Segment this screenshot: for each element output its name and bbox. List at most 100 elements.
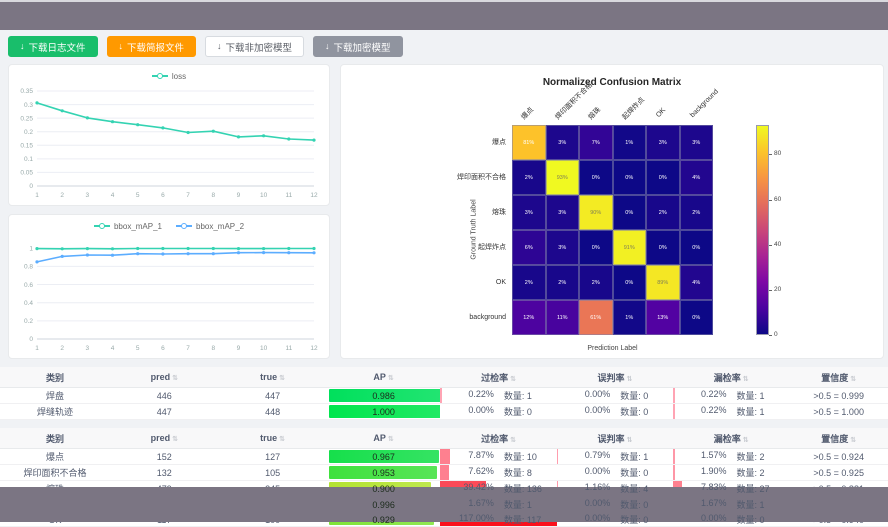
confidence-cell: >0.5 = 0.999 xyxy=(789,387,888,404)
loss-chart-legend[interactable]: loss xyxy=(10,67,328,85)
header-miss[interactable]: 漏检率 ⇅ xyxy=(673,428,790,449)
matrix-cell: 3% xyxy=(545,125,579,160)
matrix-cell: 89% xyxy=(646,265,680,300)
download-icon: ↓ xyxy=(20,41,25,51)
svg-text:0.2: 0.2 xyxy=(24,129,33,136)
sort-caret-icon[interactable]: ⇅ xyxy=(850,375,857,383)
header-ap[interactable]: AP ⇅ xyxy=(326,428,441,449)
matrix-column-label: 起焊炸点 xyxy=(620,96,646,122)
svg-text:0: 0 xyxy=(29,183,33,190)
colorbar xyxy=(756,125,769,335)
matrix-cell: 4% xyxy=(679,265,713,300)
sort-caret-icon[interactable]: ⇅ xyxy=(742,436,749,444)
matrix-cell: 3% xyxy=(646,125,680,160)
confidence-cell: >0.5 = 1.000 xyxy=(789,403,888,420)
matrix-cell: 3% xyxy=(512,195,546,230)
download-log-button[interactable]: ↓ 下载日志文件 xyxy=(8,36,98,57)
sort-caret-icon[interactable]: ⇅ xyxy=(172,375,178,382)
ap-bar xyxy=(328,389,441,402)
window-edge-bottom xyxy=(0,487,888,522)
sort-caret-icon[interactable]: ⇅ xyxy=(510,375,517,383)
download-icon: ↓ xyxy=(118,41,124,51)
sort-caret-icon[interactable]: ⇅ xyxy=(387,375,394,382)
category-cell: 焊印面积不合格 xyxy=(0,464,111,481)
matrix-cell: 0% xyxy=(646,160,680,195)
matrix-cell: 2% xyxy=(679,195,713,230)
confusion-matrix-card: Normalized Confusion Matrix 爆点 81% 3% 7% 1% 3… xyxy=(340,64,884,359)
sort-caret-icon[interactable]: ⇅ xyxy=(850,436,857,444)
download-encrypted-model-button[interactable]: ↓ 下载加密模型 xyxy=(313,36,403,57)
matrix-cell: 1% xyxy=(612,300,646,335)
header-true[interactable]: true ⇅ xyxy=(218,428,327,449)
header-true[interactable]: true ⇅ xyxy=(218,367,327,388)
legend-item-loss[interactable]: loss xyxy=(151,72,186,81)
ap-cell: 0.967 xyxy=(326,448,441,465)
header-category: 类别 xyxy=(0,428,111,449)
svg-text:0.15: 0.15 xyxy=(20,142,33,149)
sort-caret-icon[interactable]: ⇅ xyxy=(279,436,286,443)
header-miss[interactable]: 漏检率 ⇅ xyxy=(673,367,790,388)
pred-cell: 132 xyxy=(110,464,219,481)
header-overdetect[interactable]: 过检率 ⇅ xyxy=(440,428,557,449)
svg-text:3: 3 xyxy=(86,345,90,352)
sort-caret-icon[interactable]: ⇅ xyxy=(626,375,633,383)
svg-text:0.3: 0.3 xyxy=(24,102,33,109)
miss-rate-cell: 1.90% 数量: 2 xyxy=(673,464,790,481)
legend-item-bbox_mAP_1[interactable]: bbox_mAP_1 xyxy=(93,222,162,231)
header-pred[interactable]: pred ⇅ xyxy=(110,428,219,449)
svg-text:0.6: 0.6 xyxy=(24,282,33,289)
rate-bar xyxy=(440,449,450,464)
matrix-row-label: 爆点 xyxy=(492,139,506,146)
colorbar-tick xyxy=(769,244,772,246)
download-report-button[interactable]: ↓ 下载简报文件 xyxy=(106,36,197,57)
overdetect-rate-cell: 1.67% 数量: 1 xyxy=(440,496,557,513)
overdetect-rate-cell: 39.42% 数量: 136 xyxy=(440,480,557,497)
download-unencrypted-model-button[interactable]: ↓ 下载非加密模型 xyxy=(205,36,305,57)
button-label: 下载非加密模型 xyxy=(225,42,293,54)
matrix-row-label: OK xyxy=(495,279,506,286)
svg-text:6: 6 xyxy=(161,192,165,199)
legend-item-bbox_mAP_2[interactable]: bbox_mAP_2 xyxy=(176,222,244,231)
overdetect-rate-cell: 7.87% 数量: 10 xyxy=(440,448,557,465)
header-misjudge[interactable]: 误判率 ⇅ xyxy=(556,367,674,388)
matrix-cell: 11% xyxy=(545,300,579,335)
map-chart-legend[interactable]: bbox_mAP_1 bbox_mAP_2 xyxy=(10,217,328,235)
header-ap[interactable]: AP ⇅ xyxy=(326,367,441,388)
rate-bar xyxy=(673,465,676,480)
header-confidence[interactable]: 置信度 ⇅ xyxy=(789,367,888,388)
sort-caret-icon[interactable]: ⇅ xyxy=(510,436,517,444)
metrics-table: 类别 pred ⇅ true ⇅ AP ⇅ 过检率 ⇅ 误判率 ⇅ 漏检率 ⇅ 置信度 ⇅ 焊盘 446 447 0… xyxy=(0,367,888,420)
sort-caret-icon[interactable]: ⇅ xyxy=(172,436,178,443)
table-row: 焊缝轨迹 447 448 1.000 0.00% 数量: 0 0.00% 数量: 0 0.22%… xyxy=(0,403,888,420)
ap-cell: 0.986 xyxy=(326,387,441,404)
svg-text:0.1: 0.1 xyxy=(24,156,33,163)
matrix-column-label: 爆点 xyxy=(520,106,536,122)
header-confidence[interactable]: 置信度 ⇅ xyxy=(789,428,888,449)
rate-bar xyxy=(556,449,559,464)
sort-caret-icon[interactable]: ⇅ xyxy=(626,436,633,444)
misjudge-rate-cell: 0.00% 数量: 0 xyxy=(556,403,674,420)
misjudge-rate-cell: 1.16% 数量: 4 xyxy=(556,480,674,497)
miss-rate-cell: 7.83% 数量: 27 xyxy=(673,480,790,497)
sort-caret-icon[interactable]: ⇅ xyxy=(742,375,749,383)
true-cell: 448 xyxy=(218,403,327,420)
header-pred[interactable]: pred ⇅ xyxy=(110,367,219,388)
table-header-row: 类别 pred ⇅ true ⇅ AP ⇅ 过检率 ⇅ 误判率 ⇅ 漏检率 ⇅ 置信度 ⇅ xyxy=(0,367,888,388)
rate-bar xyxy=(673,388,675,403)
matrix-cell: 0% xyxy=(646,230,680,265)
header-overdetect[interactable]: 过检率 ⇅ xyxy=(440,367,557,388)
rate-bar xyxy=(673,404,675,419)
header-misjudge[interactable]: 误判率 ⇅ xyxy=(556,428,674,449)
svg-text:0: 0 xyxy=(29,336,33,343)
miss-rate-cell: 0.22% 数量: 1 xyxy=(673,403,790,420)
training-dashboard: ↓ 下载日志文件 ↓ 下载简报文件 ↓ 下载非加密模型 ↓ 下载加密模型 los… xyxy=(0,30,888,527)
table-row: 爆点 152 127 0.967 7.87% 数量: 10 0.79% 数量: 1 1.57% 数… xyxy=(0,448,888,465)
download-icon: ↓ xyxy=(325,41,330,51)
misjudge-rate-cell: 0.00% 数量: 0 xyxy=(556,496,674,513)
svg-text:0.8: 0.8 xyxy=(24,264,33,271)
sort-caret-icon[interactable]: ⇅ xyxy=(387,436,394,443)
sort-caret-icon[interactable]: ⇅ xyxy=(279,375,286,382)
svg-text:0.25: 0.25 xyxy=(20,115,33,122)
map-chart-card: bbox_mAP_1 bbox_mAP_2 0 0.2 0.4 0.6 0.8 1 1 2 3 4 5… xyxy=(8,214,330,359)
category-cell: 爆点 xyxy=(0,448,111,465)
